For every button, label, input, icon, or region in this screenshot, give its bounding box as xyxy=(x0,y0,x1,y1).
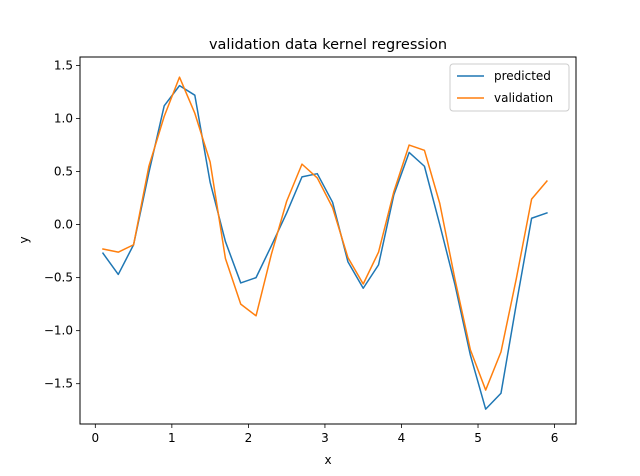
y-axis: −1.5 −1.0 −0.5 0.0 0.5 1.0 1.5 xyxy=(44,58,80,391)
legend: predicted validation xyxy=(449,63,570,112)
y-tick-label: −0.5 xyxy=(44,271,73,285)
y-tick-label: 0.0 xyxy=(54,218,73,232)
y-tick-label: −1.0 xyxy=(44,324,73,338)
x-tick-label: 3 xyxy=(321,431,329,445)
x-tick-label: 1 xyxy=(168,431,176,445)
legend-label-validation: validation xyxy=(494,91,553,105)
x-tick-label: 2 xyxy=(245,431,253,445)
y-axis-label: y xyxy=(17,236,31,243)
series-line-validation xyxy=(102,76,548,391)
x-tick-label: 4 xyxy=(398,431,406,445)
x-tick-label: 6 xyxy=(551,431,559,445)
y-tick-label: 0.5 xyxy=(54,165,73,179)
plot-layer xyxy=(101,76,548,410)
x-axis: 0 1 2 3 4 5 6 xyxy=(91,424,558,445)
chart-title: validation data kernel regression xyxy=(209,37,447,53)
x-axis-label: x xyxy=(324,453,331,467)
y-tick-label: −1.5 xyxy=(44,377,73,391)
plot-area-frame xyxy=(79,56,577,425)
legend-label-predicted: predicted xyxy=(494,69,551,83)
y-tick-label: 1.0 xyxy=(54,112,73,126)
x-tick-label: 5 xyxy=(474,431,482,445)
y-tick-label: 1.5 xyxy=(54,58,73,72)
x-tick-label: 0 xyxy=(91,431,99,445)
series-line-predicted xyxy=(101,84,548,410)
